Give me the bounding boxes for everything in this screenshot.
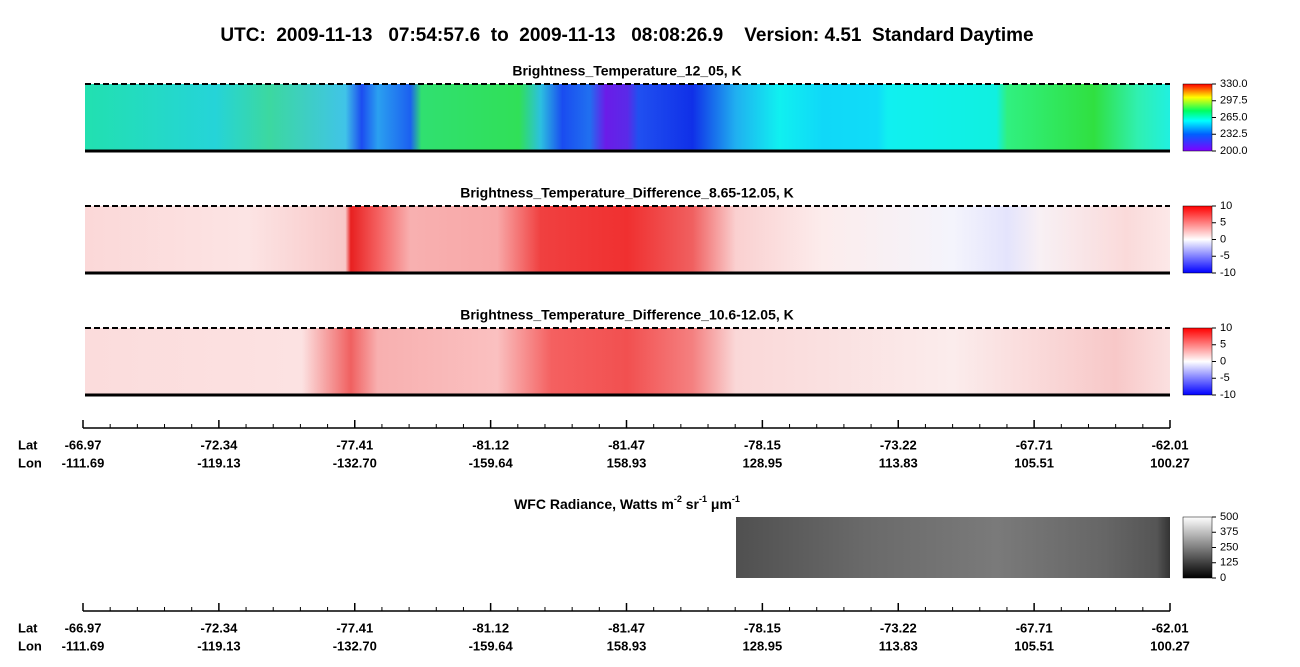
lat-label: -77.41: [336, 620, 373, 635]
lat-label: -72.34: [200, 620, 238, 635]
lat-label: -81.47: [608, 437, 645, 452]
axis-label: Lat: [18, 437, 38, 452]
colorbar-label: 0: [1220, 572, 1226, 584]
panel-title: Brightness_Temperature_Difference_8.65-1…: [460, 185, 794, 201]
colorbar-label: 265.0: [1220, 111, 1248, 123]
lon-label: -132.70: [333, 455, 377, 470]
lat-label: -78.15: [744, 620, 781, 635]
colorbar-label: 10: [1220, 322, 1232, 334]
panel-title: Brightness_Temperature_12_05, K: [512, 63, 741, 79]
lat-label: -78.15: [744, 437, 781, 452]
image-strip: [85, 206, 1170, 273]
panel-title: WFC Radiance, Watts m-2 sr-1 μm-1: [514, 494, 740, 511]
lon-label: 158.93: [607, 638, 647, 653]
axis-label: Lon: [18, 638, 42, 653]
lon-label: 113.83: [879, 638, 918, 653]
lon-label: 100.27: [1150, 455, 1190, 470]
colorbar-label: 125: [1220, 557, 1238, 569]
lon-label: -159.64: [469, 638, 514, 653]
lon-label: 100.27: [1150, 638, 1190, 653]
colorbar-label: 500: [1220, 511, 1238, 523]
lon-label: 128.95: [742, 455, 782, 470]
lon-label: 113.83: [879, 455, 918, 470]
lat-label: -77.41: [336, 437, 373, 452]
colorbar-label: -10: [1220, 389, 1236, 401]
title-part: WFC Radiance, Watts m: [514, 496, 674, 512]
colorbar: [1182, 205, 1213, 274]
colorbar-label: -10: [1220, 267, 1236, 279]
colorbar-label: 10: [1220, 200, 1232, 212]
lat-label: -66.97: [65, 620, 102, 635]
lon-label: -119.13: [197, 638, 240, 653]
lon-label: -132.70: [333, 638, 377, 653]
lon-label: -111.69: [62, 638, 105, 653]
lat-label: -81.12: [472, 620, 509, 635]
lat-label: -81.12: [472, 437, 509, 452]
colorbar-label: 250: [1220, 541, 1238, 553]
colorbar-label: -5: [1220, 372, 1230, 384]
colorbar: [1182, 83, 1213, 152]
lat-label: -62.01: [1152, 437, 1189, 452]
image-strip: [85, 84, 1170, 151]
title-part: -1: [699, 494, 707, 504]
image-strip: [736, 517, 1170, 578]
colorbar: [1182, 327, 1213, 396]
lat-label: -66.97: [65, 437, 102, 452]
lat-label: -81.47: [608, 620, 645, 635]
panel-title: Brightness_Temperature_Difference_10.6-1…: [460, 307, 794, 323]
colorbar-label: -5: [1220, 250, 1230, 262]
lon-label: -119.13: [197, 455, 240, 470]
lat-label: -62.01: [1152, 620, 1189, 635]
lon-label: 158.93: [607, 455, 647, 470]
lat-label: -67.71: [1016, 437, 1053, 452]
lat-label: -67.71: [1016, 620, 1053, 635]
lon-label: -111.69: [62, 455, 105, 470]
lat-label: -73.22: [880, 437, 917, 452]
colorbar-label: 0: [1220, 233, 1226, 245]
axis-label: Lon: [18, 455, 42, 470]
lat-label: -73.22: [880, 620, 917, 635]
title-part: sr: [682, 496, 700, 512]
colorbar-label: 232.5: [1220, 128, 1248, 140]
colorbar-label: 5: [1220, 217, 1226, 229]
colorbar: [1182, 516, 1213, 579]
colorbar-label: 5: [1220, 339, 1226, 351]
colorbar-label: 297.5: [1220, 95, 1248, 107]
colorbar-label: 330.0: [1220, 78, 1248, 90]
lat-label: -72.34: [200, 437, 238, 452]
title-part: -2: [674, 494, 682, 504]
colorbar-label: 200.0: [1220, 145, 1248, 157]
lon-label: -159.64: [469, 455, 514, 470]
title-part: -1: [732, 494, 740, 504]
lon-label: 105.51: [1014, 455, 1054, 470]
page-title: UTC: 2009-11-13 07:54:57.6 to 2009-11-13…: [220, 25, 1033, 46]
axis-label: Lat: [18, 620, 38, 635]
colorbar-label: 375: [1220, 526, 1238, 538]
lon-label: 128.95: [742, 638, 782, 653]
lon-label: 105.51: [1014, 638, 1054, 653]
colorbar-label: 0: [1220, 355, 1226, 367]
image-strip: [85, 328, 1170, 395]
title-part: μm: [707, 496, 732, 512]
